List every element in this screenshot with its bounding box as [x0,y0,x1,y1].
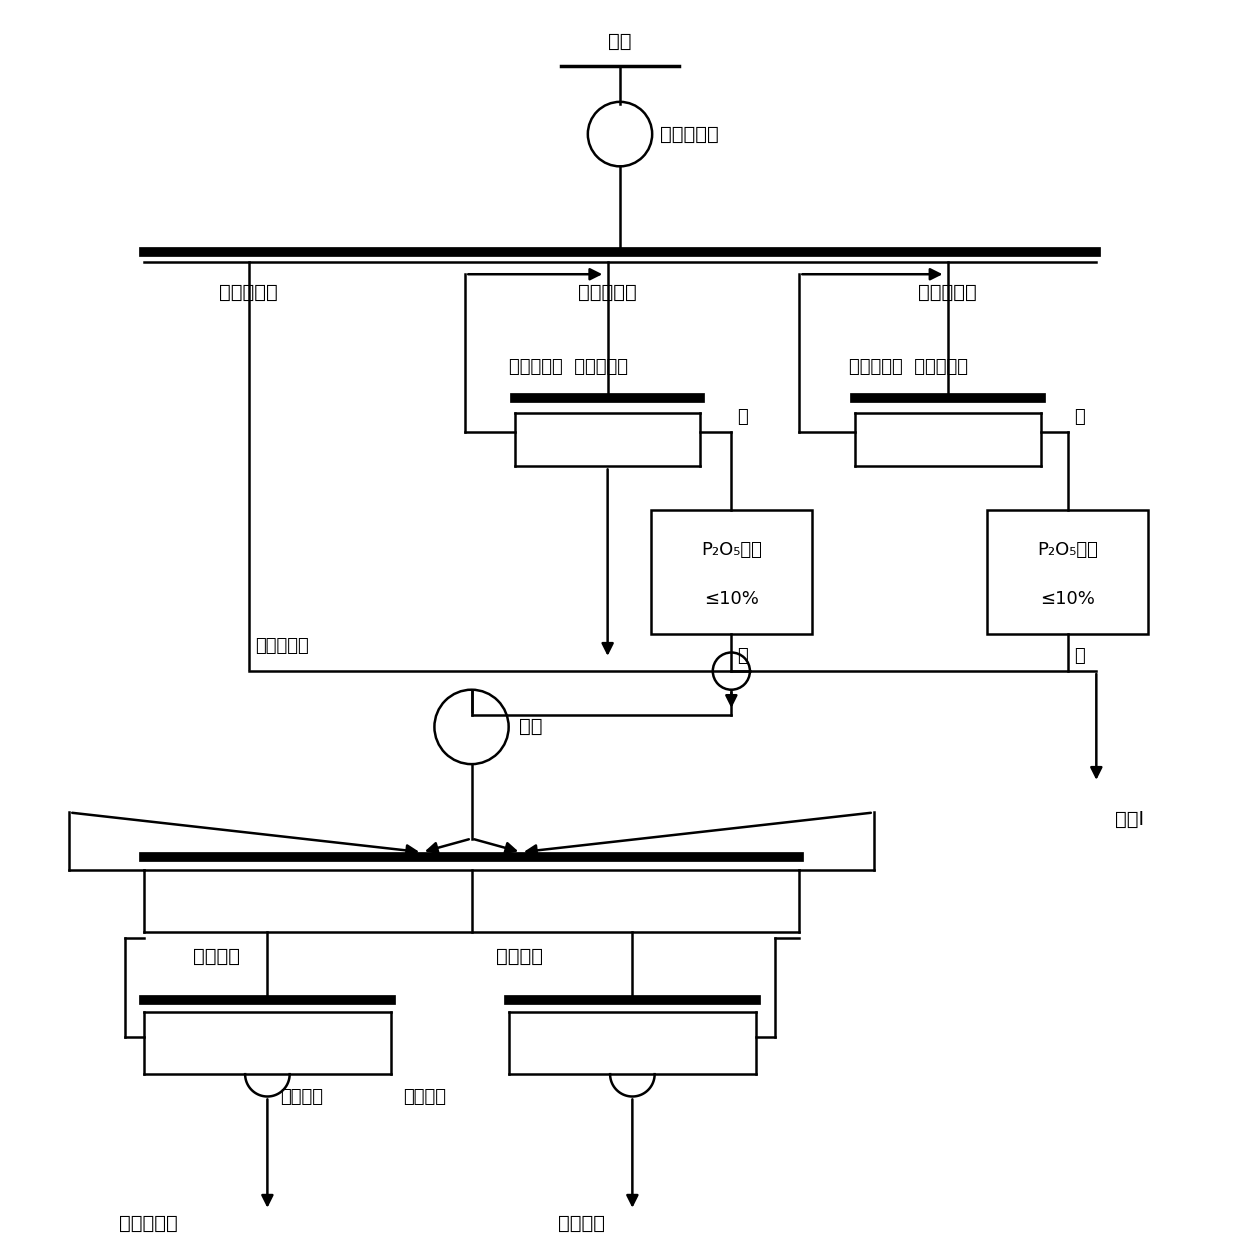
Text: 预富集精矿: 预富集精矿 [255,638,309,655]
Text: 光电选精矿  光电选尾矿: 光电选精矿 光电选尾矿 [849,358,968,377]
Text: 是: 是 [1074,648,1085,665]
Text: 精选中矿: 精选中矿 [280,1088,322,1105]
Text: 扫选精矿: 扫选精矿 [403,1088,446,1105]
Text: ≤10%: ≤10% [704,590,759,608]
Text: 粗选精矿: 粗选精矿 [193,947,241,966]
Text: 磨矿: 磨矿 [518,717,542,736]
Text: 破碎、筛分: 破碎、筛分 [660,124,718,144]
Text: 尾矿Ⅰ: 尾矿Ⅰ [1115,810,1145,829]
Text: 否: 否 [1074,409,1085,426]
Bar [987,510,1148,634]
Text: 原矿: 原矿 [609,31,631,51]
Text: ≤10%: ≤10% [1040,590,1095,608]
Text: 光电选精矿  光电选尾矿: 光电选精矿 光电选尾矿 [508,358,627,377]
Text: 否: 否 [738,409,748,426]
Text: 粗粒级矿石: 粗粒级矿石 [919,283,977,302]
Text: 最终尾矿: 最终尾矿 [558,1213,605,1233]
Text: P₂O₅品位: P₂O₅品位 [701,541,761,558]
Text: 最终磷精矿: 最终磷精矿 [119,1213,177,1233]
Text: P₂O₅品位: P₂O₅品位 [1038,541,1099,558]
Text: 细粒级矿石: 细粒级矿石 [219,283,278,302]
Text: 粗选尾矿: 粗选尾矿 [496,947,543,966]
Text: 中粒级矿石: 中粒级矿石 [578,283,637,302]
Bar [651,510,812,634]
Text: 是: 是 [738,648,748,665]
